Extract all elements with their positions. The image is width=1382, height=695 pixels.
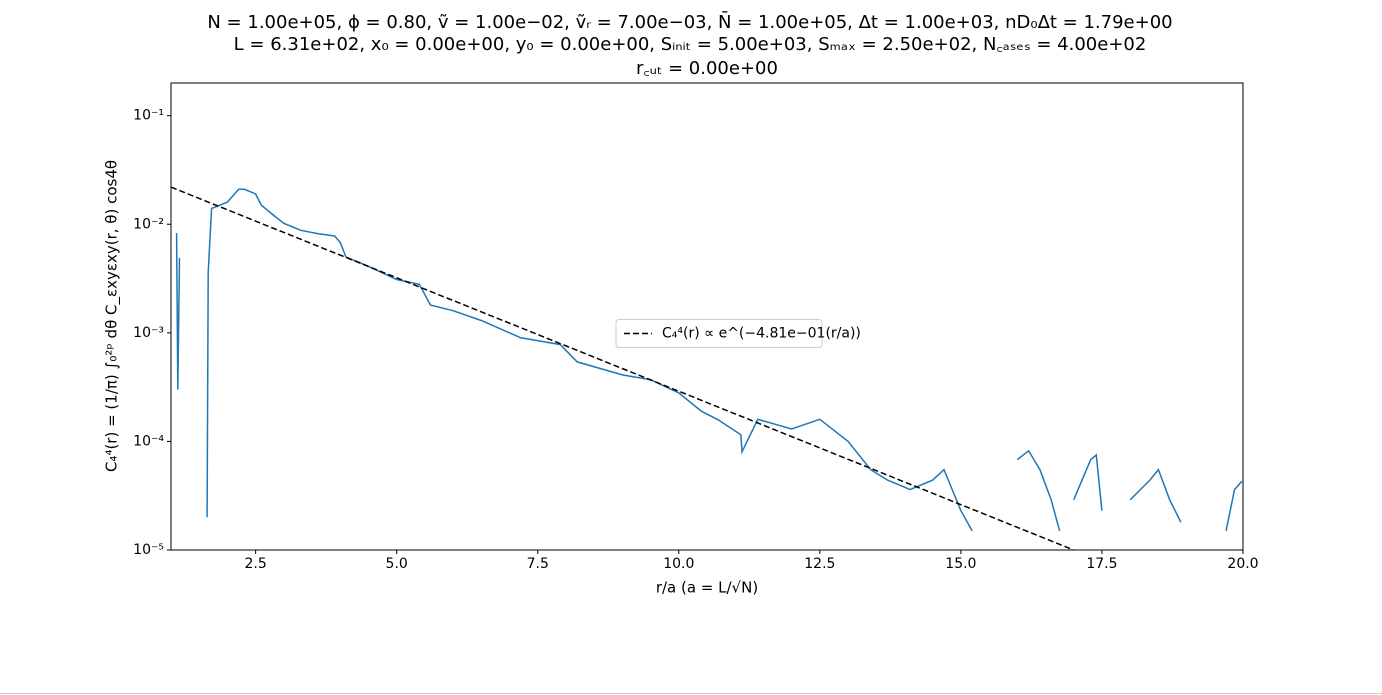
y-tick-label: 10⁻³ xyxy=(133,325,164,341)
axes-frame xyxy=(170,82,1244,551)
legend-box xyxy=(615,319,823,348)
y-tick-label: 10⁻⁵ xyxy=(133,542,164,558)
x-tick-label: 20.0 xyxy=(1227,556,1258,572)
y-tick-label: 10⁻² xyxy=(133,216,164,232)
title-line: N = 1.00e+05, ϕ = 0.80, ṽ = 1.00e−02, ṽᵣ… xyxy=(207,11,1172,33)
legend-label: C₄⁴(r) ∝ e^(−4.81e−01(r/a)) xyxy=(662,326,861,342)
x-tick-label: 10.0 xyxy=(663,556,694,572)
x-tick-label: 2.5 xyxy=(244,556,266,572)
title-line: r꜀ᵤₜ = 0.00e+00 xyxy=(636,58,778,79)
x-tick-label: 12.5 xyxy=(804,556,835,572)
y-axis-label: C₄⁴(r) = (1/π) ∫₀²ᵖ dθ C_εxyεxy(r, θ) co… xyxy=(103,160,122,472)
series-line xyxy=(175,188,1243,532)
x-axis-label: r/a (a = L/√N) xyxy=(656,579,758,597)
title-line: L = 6.31e+02, x₀ = 0.00e+00, y₀ = 0.00e+… xyxy=(234,34,1147,55)
y-tick-label: 10⁻¹ xyxy=(133,108,164,124)
plot-area xyxy=(171,186,1243,550)
y-tick-label: 10⁻⁴ xyxy=(133,433,164,449)
series-line xyxy=(171,186,1074,550)
x-tick-label: 17.5 xyxy=(1086,556,1117,572)
x-tick-label: 5.0 xyxy=(386,556,408,572)
x-tick-label: 7.5 xyxy=(527,556,549,572)
x-tick-label: 15.0 xyxy=(945,556,976,572)
